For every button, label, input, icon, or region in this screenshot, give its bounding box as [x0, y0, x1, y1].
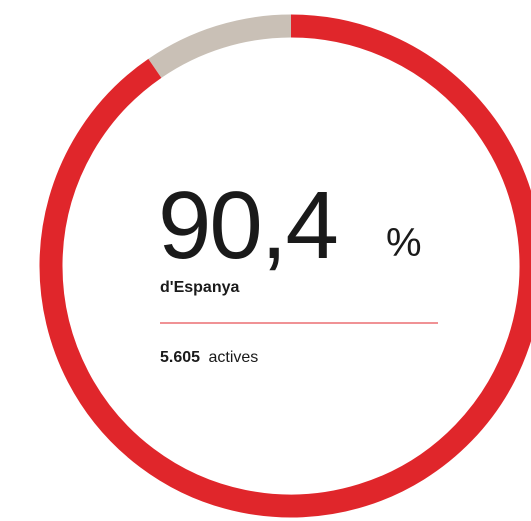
label: d'Espanya — [160, 279, 239, 296]
value-arc — [39, 14, 531, 518]
unit: % — [386, 221, 422, 265]
count: 5.605 — [160, 349, 200, 366]
count-caption: actives — [209, 349, 259, 366]
count-text: 5.605 actives — [160, 349, 258, 366]
remainder-arc — [148, 14, 292, 78]
value-label: 90,4 — [158, 172, 337, 279]
